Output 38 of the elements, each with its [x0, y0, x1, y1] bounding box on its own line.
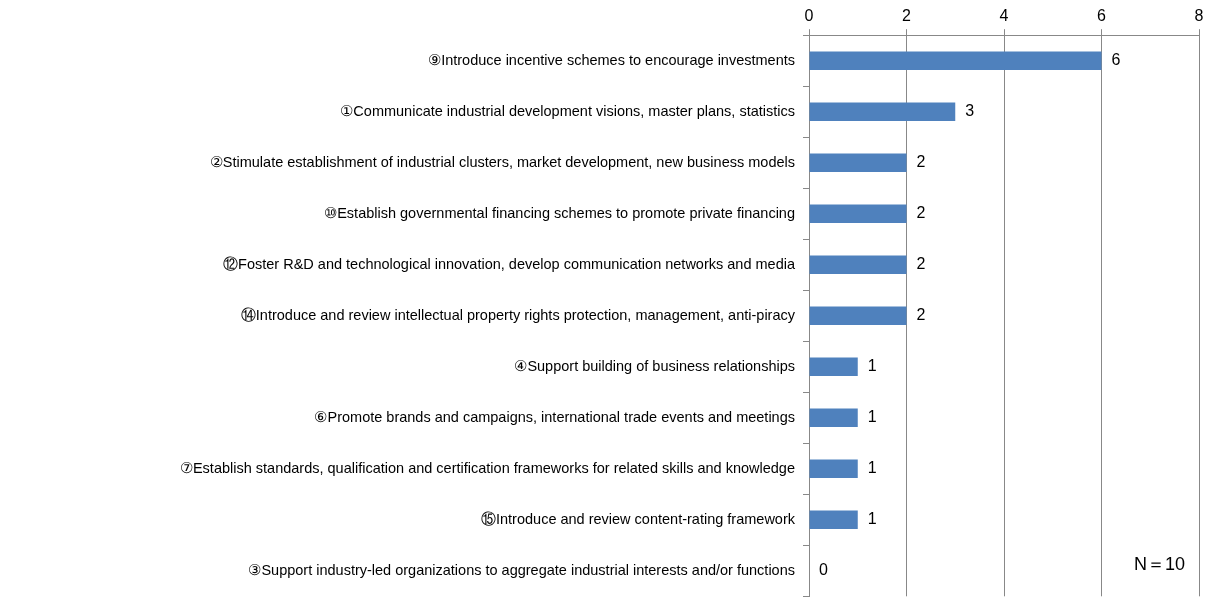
data-label: 6: [1111, 51, 1121, 69]
x-tick-label: 0: [804, 7, 814, 25]
data-label: 0: [819, 561, 828, 579]
bar: [809, 357, 858, 376]
x-tick-label: 8: [1194, 7, 1204, 25]
y-tick-label: ⑮Introduce and review content-rating framework: [480, 510, 796, 527]
data-label: 1: [867, 357, 877, 375]
data-label: 1: [867, 510, 877, 528]
x-tick-label: 6: [1097, 7, 1107, 25]
y-tick-label: ④Support building of business relationships: [514, 357, 795, 374]
x-tick-label: 2: [902, 7, 912, 25]
data-label: 1: [867, 408, 877, 426]
bar: [809, 306, 907, 325]
annotation: N＝10: [1133, 554, 1185, 575]
data-label: 2: [916, 204, 926, 222]
y-tick-label: ①Communicate industrial development visions, master plans, statistics: [340, 102, 795, 119]
data-label: 3: [965, 102, 975, 120]
bar: [809, 459, 858, 478]
y-tick-label: ③Support industry-led organizations to aggregate industrial interests and/or functions: [248, 561, 795, 578]
y-tick-label: ⑦Establish standards, qualification and certification frameworks for related skills and knowledge: [179, 459, 795, 476]
bar: [809, 510, 858, 529]
x-tick-label: 4: [999, 7, 1009, 25]
y-tick-label: ②Stimulate establishment of industrial clusters, market development, new business models: [209, 153, 795, 170]
y-tick-label: ⑭Introduce and review intellectual property rights protection, management, anti-piracy: [240, 306, 796, 323]
bar: [809, 153, 907, 172]
bar: [809, 51, 1102, 70]
y-tick-label: ⑫Foster R&D and technological innovation, develop communication networks and media: [223, 255, 796, 272]
y-tick-label: ⑨Introduce incentive schemes to encourage investments: [428, 51, 795, 68]
bar: [809, 255, 907, 274]
y-tick-label: ⑩Establish governmental financing schemes to promote private financing: [324, 204, 795, 221]
data-label: 2: [916, 153, 926, 171]
bar: [809, 408, 858, 427]
data-label: 2: [916, 255, 926, 273]
data-label: 1: [867, 459, 877, 477]
bar: [809, 204, 907, 223]
y-tick-label: ⑥Promote brands and campaigns, international trade events and meetings: [314, 408, 795, 425]
bar: [809, 102, 956, 121]
data-label: 2: [916, 306, 926, 324]
